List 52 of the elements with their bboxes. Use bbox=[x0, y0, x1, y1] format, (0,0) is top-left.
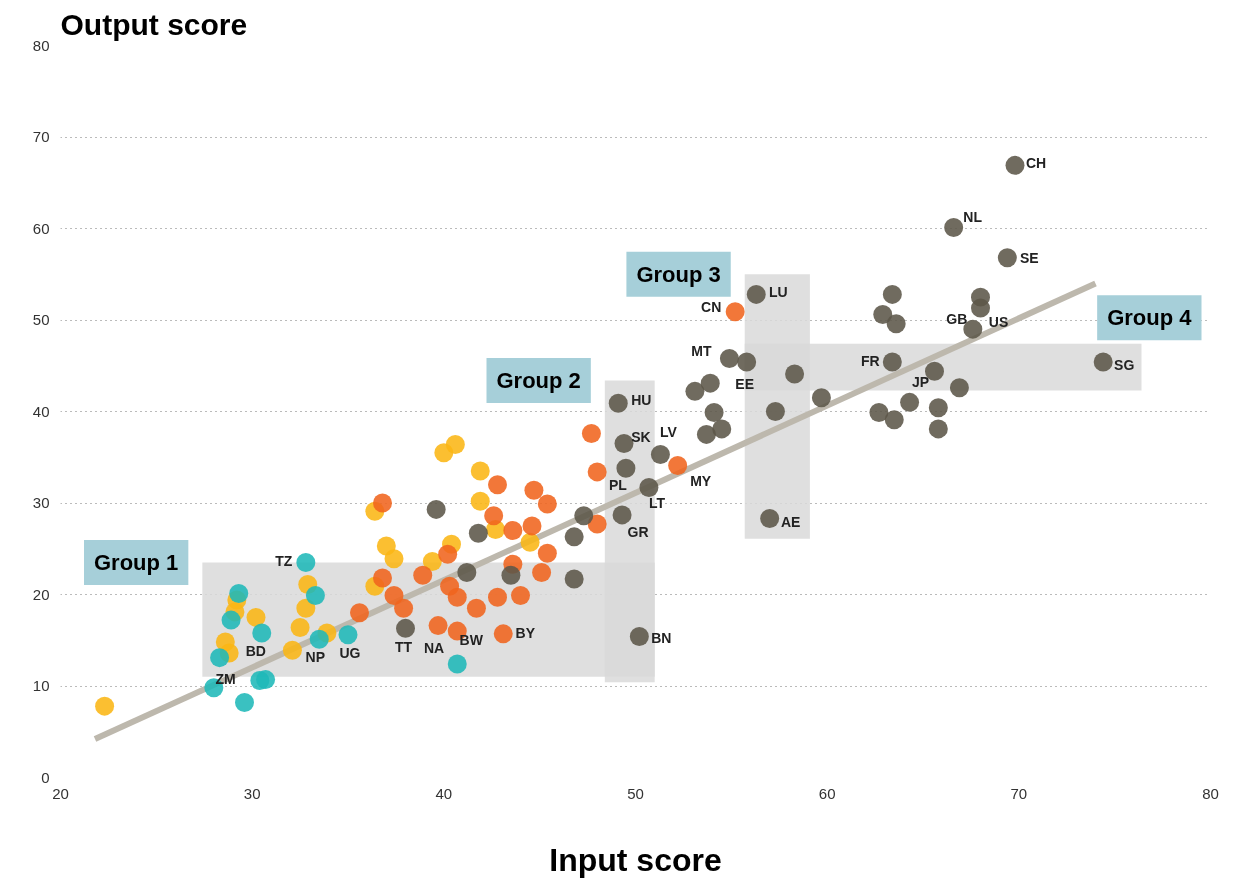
annotation: JP bbox=[911, 374, 930, 391]
annotation: TT bbox=[394, 639, 413, 656]
annotation: SK bbox=[631, 428, 651, 445]
annotation: AE bbox=[780, 513, 801, 530]
annotation: NP bbox=[305, 649, 325, 666]
x-tick-label: 20 bbox=[52, 784, 69, 802]
x-tick-label: 30 bbox=[243, 784, 261, 802]
annotation: NL bbox=[963, 208, 983, 225]
annotation: US bbox=[988, 314, 1009, 331]
y-tick-label: 60 bbox=[32, 219, 50, 237]
annotation: BN bbox=[651, 629, 672, 646]
series-label: Group 2 bbox=[496, 367, 581, 393]
y-tick-label: 50 bbox=[32, 311, 50, 328]
annotation: UG bbox=[339, 644, 361, 661]
series-label: Group 1 bbox=[94, 549, 179, 575]
annotation: EE bbox=[735, 376, 755, 393]
annotation: BY bbox=[515, 624, 536, 641]
annotation: LU bbox=[768, 284, 788, 301]
x-axis-title: Input score bbox=[549, 841, 722, 878]
annotation: MT bbox=[691, 343, 712, 360]
series-label: Group 4 bbox=[1107, 305, 1193, 331]
annotation: LV bbox=[659, 423, 678, 440]
annotation: GR bbox=[627, 523, 649, 540]
annotation: HU bbox=[631, 392, 652, 409]
annotation: PL bbox=[608, 477, 628, 494]
annotation: NA bbox=[423, 639, 445, 656]
x-tick-label: 70 bbox=[1010, 784, 1028, 802]
annotation: SE bbox=[1020, 249, 1039, 266]
annotation: TZ bbox=[275, 553, 293, 570]
annotation: CN bbox=[701, 298, 722, 315]
x-tick-label: 50 bbox=[627, 784, 644, 802]
y-tick-label: 80 bbox=[32, 36, 50, 54]
y-tick-label: 20 bbox=[32, 585, 50, 603]
y-tick-label: 0 bbox=[41, 768, 50, 786]
y-tick-label: 70 bbox=[32, 128, 50, 145]
annotation: LT bbox=[648, 495, 666, 512]
annotation: FR bbox=[861, 353, 880, 370]
annotation: ZM bbox=[215, 670, 236, 687]
x-tick-label: 80 bbox=[1202, 784, 1219, 802]
x-tick-label: 60 bbox=[818, 784, 836, 802]
annotation: BD bbox=[245, 642, 266, 659]
annotation: SG bbox=[1114, 357, 1135, 374]
annotation: BW bbox=[459, 632, 484, 649]
annotation: MY bbox=[690, 473, 712, 490]
y-axis-title: Output score bbox=[60, 7, 248, 41]
y-tick-label: 40 bbox=[32, 402, 50, 420]
annotation: CH bbox=[1025, 155, 1047, 172]
y-tick-label: 30 bbox=[32, 494, 50, 511]
y-tick-label: 10 bbox=[32, 677, 50, 694]
x-tick-label: 40 bbox=[435, 784, 453, 802]
annotation: GB bbox=[946, 311, 968, 328]
series-label: Group 3 bbox=[636, 261, 721, 287]
